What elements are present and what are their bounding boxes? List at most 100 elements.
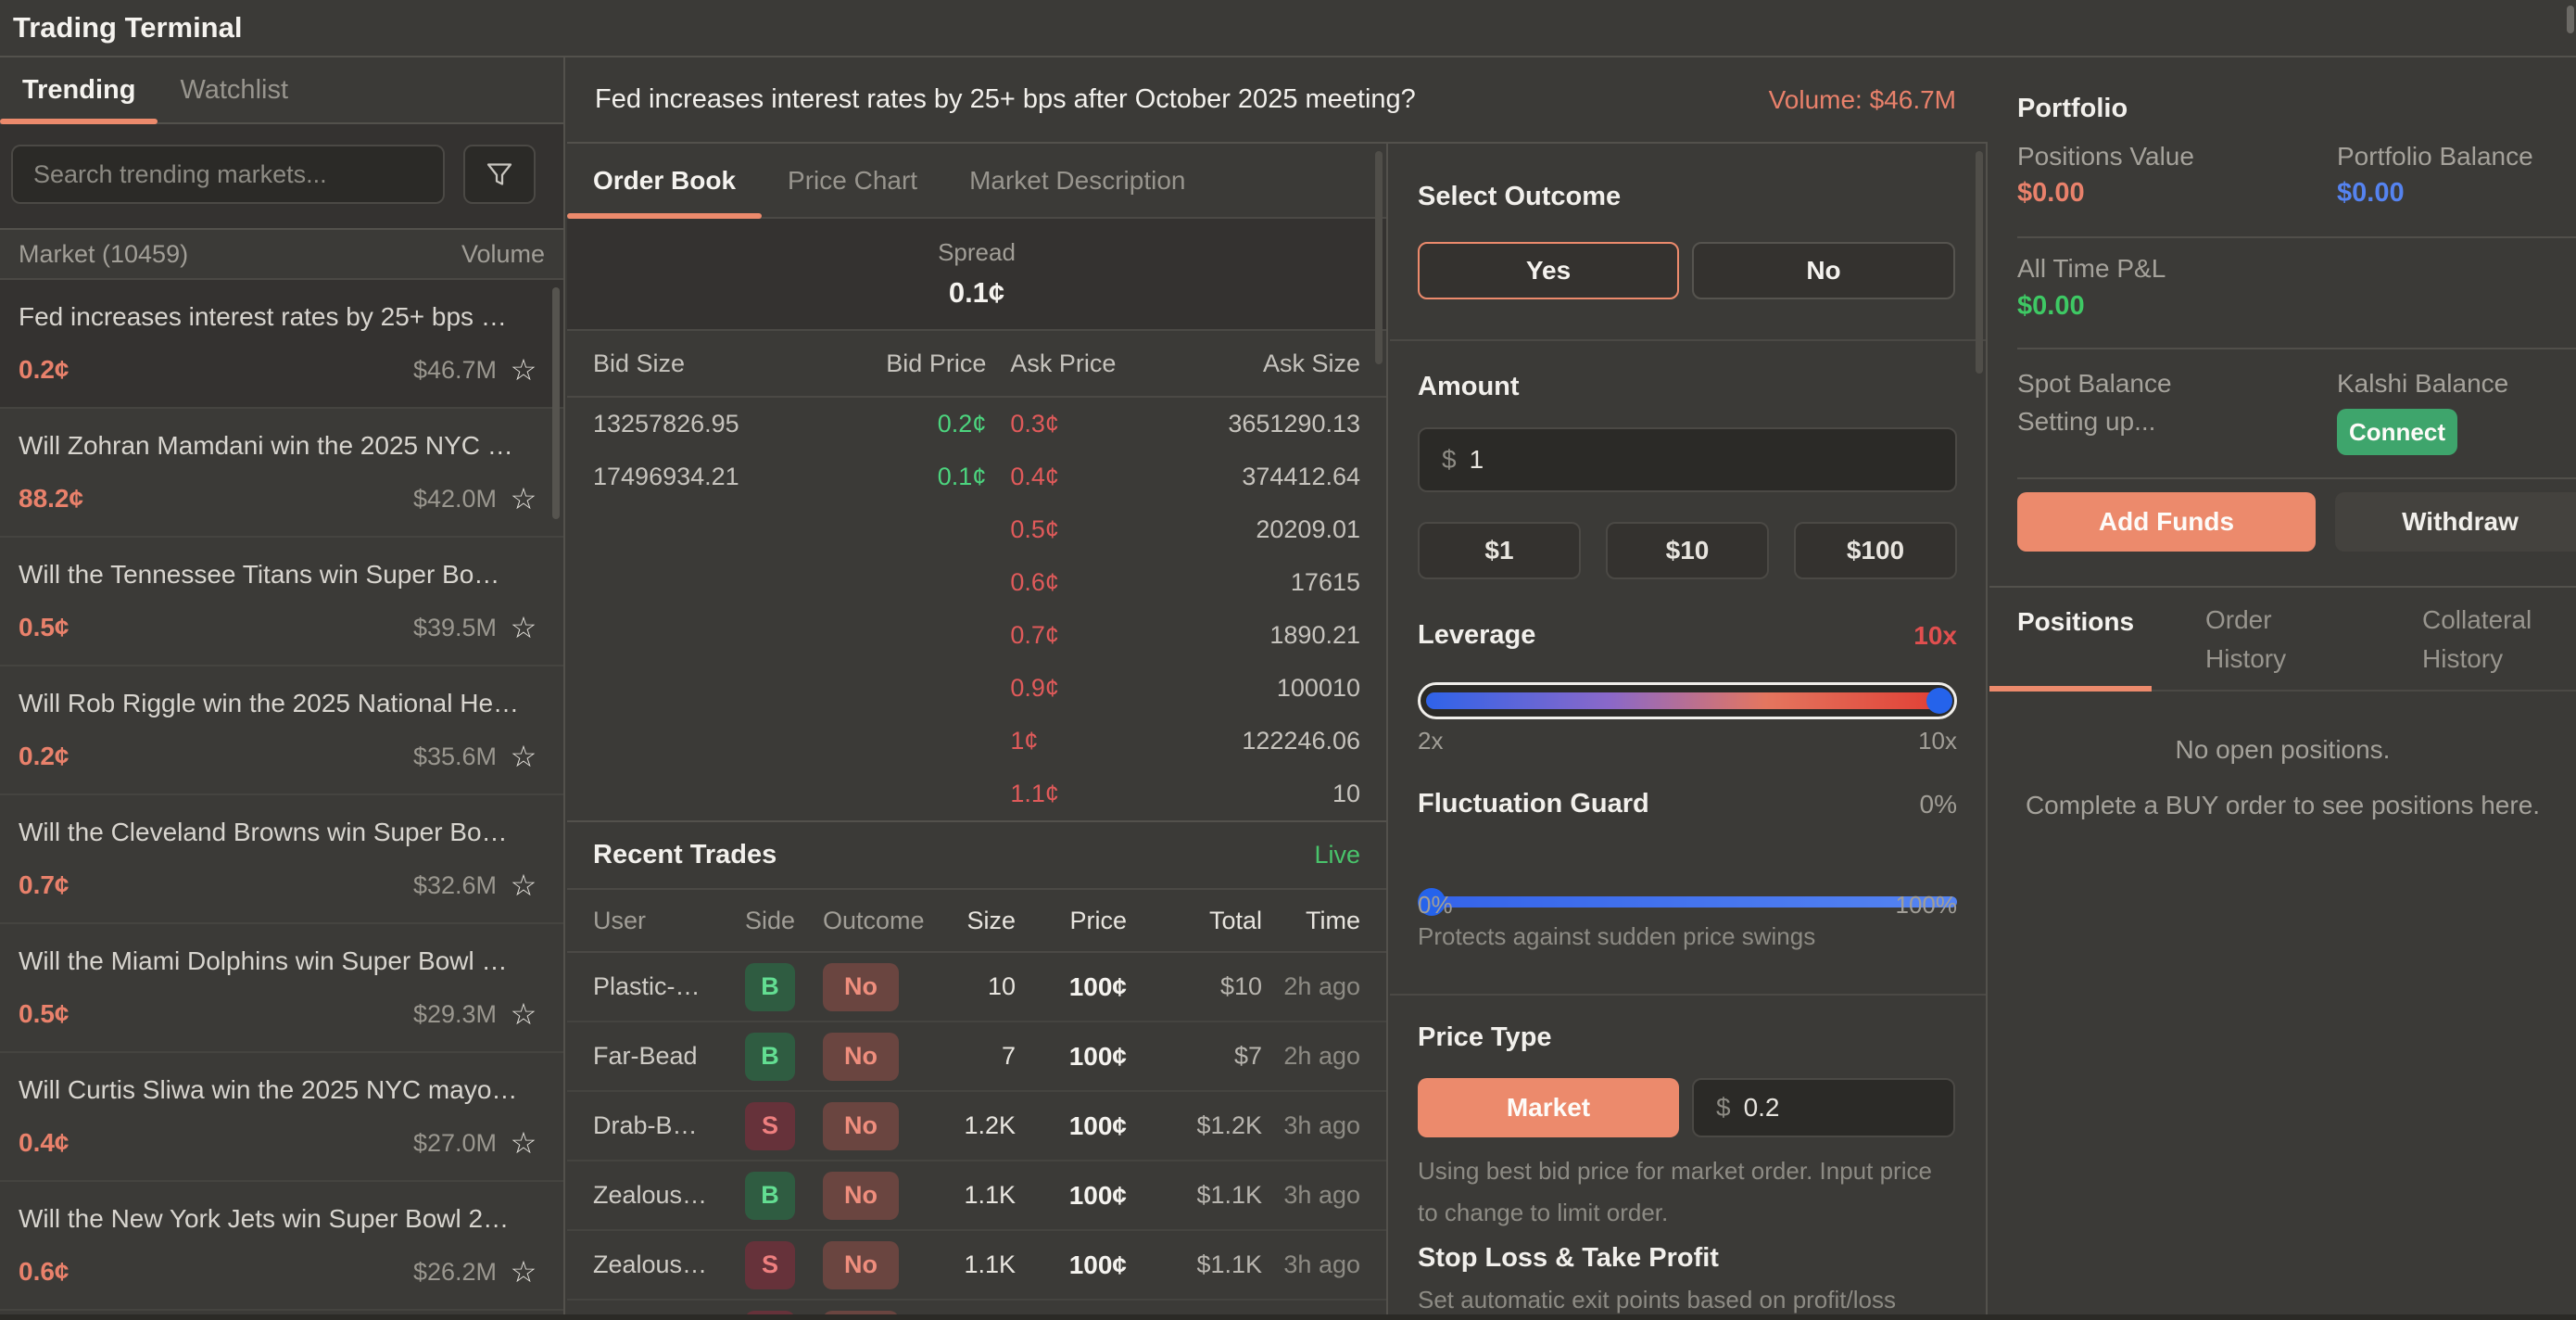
quick-amount-1-button[interactable]: $1 [1418,522,1581,579]
orderbook-row[interactable]: 17496934.21 0.1¢ 0.4¢ 374412.64 [567,451,1386,503]
search-input[interactable] [11,145,445,204]
tab-collateral-history[interactable]: Collateral History [2422,601,2561,679]
star-icon[interactable]: ☆ [497,610,550,645]
trade-row: Drab-B… S No 1.2K 100¢ $1.2K 3h ago [567,1092,1386,1161]
trade-user: Zealous… [593,1181,745,1210]
market-list-item[interactable]: Fed increases interest rates by 25+ bps … [0,280,563,409]
orderbook-row[interactable]: 0.9¢ 100010 [567,662,1386,715]
trade-time: 2h ago [1262,1042,1360,1071]
orderbook-row[interactable]: 0.7¢ 1890.21 [567,609,1386,662]
tab-trending[interactable]: Trending [0,57,158,122]
trade-total: $10 [1127,972,1262,1001]
sidebar-scrollbar[interactable] [552,287,560,519]
orderbook-row[interactable]: 1¢ 122246.06 [567,715,1386,768]
recent-trades-title: Recent Trades [593,840,777,870]
amount-input[interactable]: $ 1 [1418,427,1957,492]
price-header: Price [1016,907,1127,935]
orderbook-row[interactable]: 13257826.95 0.2¢ 0.3¢ 3651290.13 [567,398,1386,451]
orderbook-row[interactable]: 0.6¢ 17615 [567,556,1386,609]
orderbook-row[interactable]: 0.5¢ 20209.01 [567,503,1386,556]
fluctuation-guard-label: Fluctuation Guard [1418,789,1649,819]
bid-size-header: Bid Size [593,349,852,378]
market-item-price: 0.5¢ [19,613,69,642]
star-icon[interactable]: ☆ [497,868,550,903]
quick-amount-buttons: $1 $10 $100 [1418,522,1957,579]
order-form-scrollbar[interactable] [1976,151,1983,374]
ask-size-cell: 374412.64 [1130,463,1360,491]
tab-order-history[interactable]: Order History [2205,601,2321,679]
page-scrollbar-thumb[interactable] [2567,6,2574,33]
withdraw-button[interactable]: Withdraw [2335,492,2576,552]
spread-block: Spread 0.1¢ [567,219,1386,331]
star-icon[interactable]: ☆ [497,1254,550,1289]
outcome-buttons: Yes No [1418,242,1957,299]
market-volume: Volume: $46.7M [1769,85,1988,115]
market-item-price: 88.2¢ [19,484,83,514]
portfolio-panel: Portfolio Positions Value $0.00 Portfoli… [1989,57,2576,1314]
trade-user: Far-Bead [593,1042,745,1071]
side-buy-badge: B [745,1172,795,1220]
limit-price-input[interactable]: $ 0.2 [1692,1078,1955,1137]
star-icon[interactable]: ☆ [497,352,550,387]
tab-order-book[interactable]: Order Book [567,144,762,217]
add-funds-button[interactable]: Add Funds [2017,492,2316,552]
orderbook-panel: Order Book Price Chart Market Descriptio… [567,144,1388,1314]
leverage-max-label: 10x [1918,727,1957,755]
divider [1390,994,1988,996]
market-list-item[interactable]: Will Curtis Sliwa win the 2025 NYC mayo…… [0,1053,563,1182]
total-header: Total [1127,907,1262,935]
star-icon[interactable]: ☆ [497,996,550,1032]
leverage-slider[interactable] [1418,682,1957,719]
star-icon[interactable]: ☆ [497,481,550,516]
leverage-slider-thumb[interactable] [1926,688,1952,714]
leverage-minmax: 2x 10x [1418,727,1957,755]
tab-watchlist[interactable]: Watchlist [158,57,310,122]
market-list-item[interactable]: Will Rob Riggle win the 2025 National He… [0,666,563,795]
tab-positions[interactable]: Positions [2017,607,2134,637]
market-list-item[interactable]: Will Zohran Mamdani win the 2025 NYC … 8… [0,409,563,538]
market-item-title: Will Rob Riggle win the 2025 National He… [19,689,550,718]
filter-button[interactable] [463,145,536,204]
trade-total: $1.1K [1127,1250,1262,1279]
spot-balance-status: Setting up... [2017,407,2155,437]
quick-amount-100-button[interactable]: $100 [1794,522,1957,579]
orderbook-scrollbar[interactable] [1375,151,1383,364]
horizontal-scrollbar[interactable] [0,1314,2576,1320]
star-icon[interactable]: ☆ [497,739,550,774]
ask-price-cell: 0.6¢ [986,568,1130,597]
market-list-item[interactable]: Will the Tennessee Titans win Super Bo… … [0,538,563,666]
leverage-label: Leverage [1418,620,1535,651]
tab-order-book-label: Order Book [593,166,736,196]
markets-sidebar: Trending Watchlist Market (10459) Volume… [0,57,565,1314]
market-item-row2: 0.6¢ $26.2M ☆ [19,1254,550,1289]
trade-user: Zealous… [593,1250,745,1279]
portfolio-title: Portfolio [2017,94,2128,124]
market-list-item[interactable]: Will the Cleveland Browns win Super Bo… … [0,795,563,924]
all-time-pnl-label: All Time P&L [2017,254,2166,284]
ask-price-cell: 0.4¢ [986,463,1130,491]
market-item-row2: 0.7¢ $32.6M ☆ [19,868,550,903]
star-icon[interactable]: ☆ [497,1125,550,1161]
tab-price-chart[interactable]: Price Chart [762,144,943,217]
tab-market-description[interactable]: Market Description [943,144,1211,217]
recent-trades-header: Recent Trades Live [567,822,1386,890]
amount-currency: $ [1442,445,1457,475]
yes-button[interactable]: Yes [1418,242,1679,299]
orderbook-row[interactable]: 1.1¢ 10 [567,768,1386,820]
trade-price: 100¢ [1016,972,1127,1002]
market-item-title: Will Curtis Sliwa win the 2025 NYC mayo… [19,1075,550,1105]
trade-price: 100¢ [1016,1250,1127,1280]
price-value: 0.2 [1744,1093,1780,1123]
market-order-button[interactable]: Market [1418,1078,1679,1137]
outcome-no-badge: No [823,1172,899,1220]
market-item-price: 0.5¢ [19,999,69,1029]
ask-price-cell: 1.1¢ [986,780,1130,808]
market-list-item[interactable]: Will the New York Jets win Super Bowl 2…… [0,1182,563,1311]
quick-amount-10-button[interactable]: $10 [1606,522,1769,579]
search-band [0,124,563,230]
market-item-title: Will the New York Jets win Super Bowl 2… [19,1204,550,1234]
no-button[interactable]: No [1692,242,1955,299]
outcome-no-badge: No [823,1102,899,1150]
market-list-item[interactable]: Will the Miami Dolphins win Super Bowl …… [0,924,563,1053]
connect-button[interactable]: Connect [2337,409,2457,455]
